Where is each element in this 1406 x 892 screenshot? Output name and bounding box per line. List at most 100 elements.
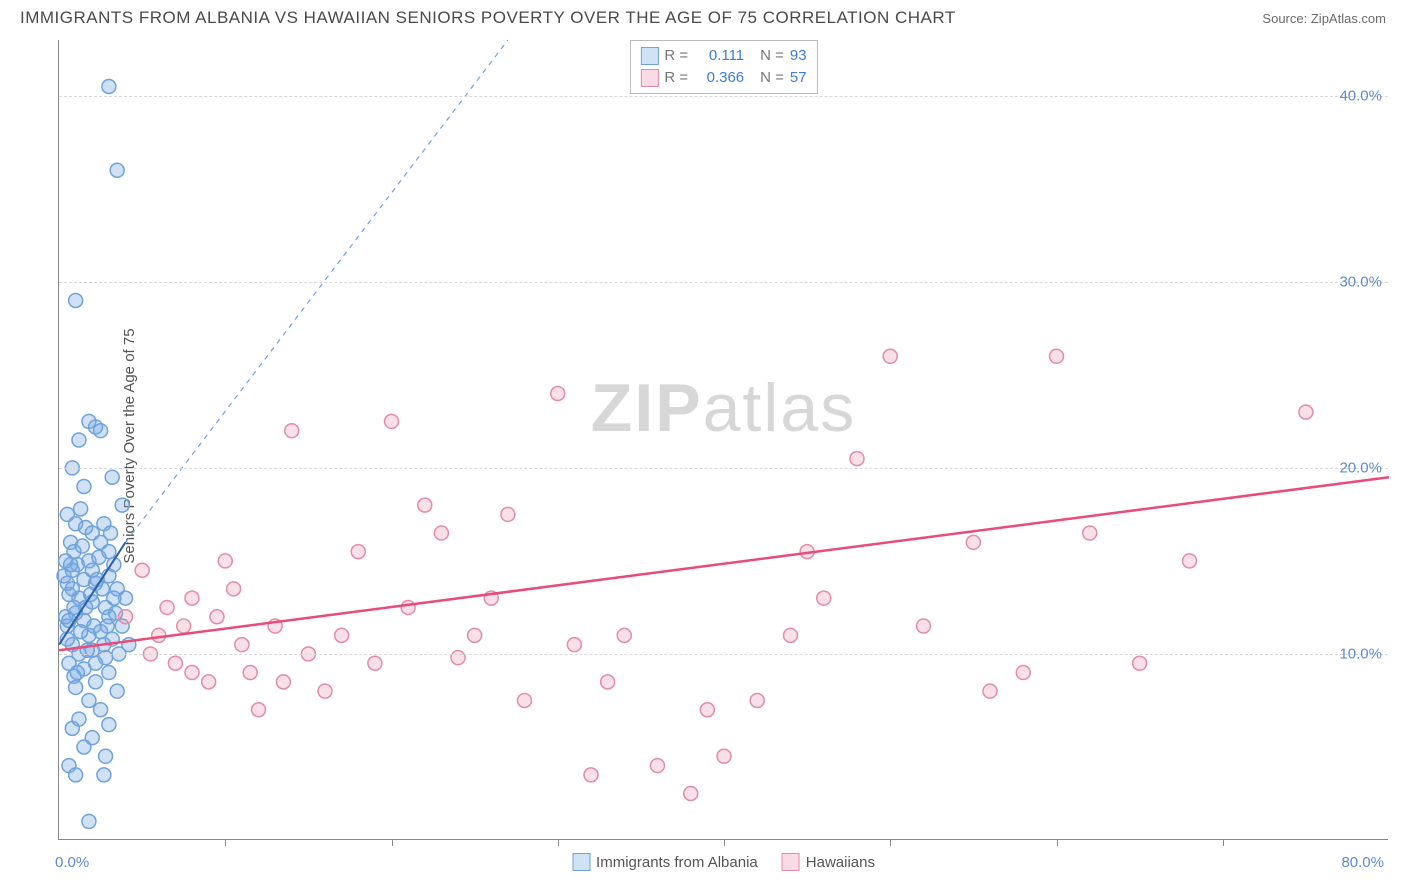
data-point bbox=[185, 666, 199, 680]
data-point bbox=[276, 675, 290, 689]
data-point bbox=[75, 539, 89, 553]
data-point bbox=[966, 535, 980, 549]
data-point bbox=[94, 424, 108, 438]
data-point bbox=[468, 628, 482, 642]
data-point bbox=[235, 638, 249, 652]
data-point bbox=[65, 582, 79, 596]
x-tick bbox=[890, 839, 891, 846]
data-point bbox=[351, 545, 365, 559]
data-point bbox=[110, 163, 124, 177]
data-point bbox=[74, 502, 88, 516]
data-point bbox=[750, 693, 764, 707]
series-legend: Immigrants from Albania Hawaiians bbox=[572, 853, 875, 871]
data-point bbox=[584, 768, 598, 782]
data-point bbox=[119, 610, 133, 624]
legend-item-albania: Immigrants from Albania bbox=[572, 853, 758, 871]
data-point bbox=[252, 703, 266, 717]
data-point bbox=[567, 638, 581, 652]
data-point bbox=[185, 591, 199, 605]
data-point bbox=[202, 675, 216, 689]
data-point bbox=[434, 526, 448, 540]
r-prefix: R = bbox=[664, 45, 688, 67]
data-point bbox=[87, 619, 101, 633]
data-point bbox=[1133, 656, 1147, 670]
data-point bbox=[82, 814, 96, 828]
swatch-albania-bottom bbox=[572, 853, 590, 871]
data-point bbox=[218, 554, 232, 568]
x-tick bbox=[1057, 839, 1058, 846]
data-point bbox=[168, 656, 182, 670]
x-tick-end: 80.0% bbox=[1341, 854, 1384, 871]
data-point bbox=[177, 619, 191, 633]
source-label: Source: bbox=[1262, 11, 1307, 26]
data-point bbox=[983, 684, 997, 698]
source-name: ZipAtlas.com bbox=[1311, 11, 1386, 26]
gridline bbox=[59, 96, 1388, 97]
y-tick-label: 20.0% bbox=[1339, 459, 1382, 476]
plot-area: R = 0.111 N = 93 R = 0.366 N = 57 ZIPatl… bbox=[58, 40, 1388, 840]
data-point bbox=[64, 558, 78, 572]
legend-row-hawaiians: R = 0.366 N = 57 bbox=[640, 67, 806, 89]
data-point bbox=[72, 433, 86, 447]
data-point bbox=[418, 498, 432, 512]
correlation-legend: R = 0.111 N = 93 R = 0.366 N = 57 bbox=[629, 40, 817, 94]
chart-header: IMMIGRANTS FROM ALBANIA VS HAWAIIAN SENI… bbox=[0, 0, 1406, 32]
y-tick-label: 30.0% bbox=[1339, 273, 1382, 290]
series-name-hawaiians: Hawaiians bbox=[806, 854, 875, 871]
swatch-hawaiians-bottom bbox=[782, 853, 800, 871]
data-point bbox=[917, 619, 931, 633]
data-point bbox=[77, 740, 91, 754]
swatch-hawaiians bbox=[640, 69, 658, 87]
n-prefix: N = bbox=[760, 45, 784, 67]
data-point bbox=[65, 721, 79, 735]
data-point bbox=[1183, 554, 1197, 568]
legend-row-albania: R = 0.111 N = 93 bbox=[640, 45, 806, 67]
data-point bbox=[318, 684, 332, 698]
data-point bbox=[883, 349, 897, 363]
data-point bbox=[102, 666, 116, 680]
data-point bbox=[617, 628, 631, 642]
chart-title: IMMIGRANTS FROM ALBANIA VS HAWAIIAN SENI… bbox=[20, 8, 956, 28]
data-point bbox=[102, 80, 116, 94]
x-tick bbox=[225, 839, 226, 846]
data-point bbox=[518, 693, 532, 707]
swatch-albania bbox=[640, 47, 658, 65]
data-point bbox=[285, 424, 299, 438]
data-point bbox=[401, 600, 415, 614]
data-point bbox=[817, 591, 831, 605]
data-point bbox=[335, 628, 349, 642]
data-point bbox=[110, 684, 124, 698]
x-tick bbox=[1223, 839, 1224, 846]
data-point bbox=[105, 470, 119, 484]
x-tick bbox=[392, 839, 393, 846]
data-point bbox=[1083, 526, 1097, 540]
data-point bbox=[89, 675, 103, 689]
data-point bbox=[97, 768, 111, 782]
x-tick bbox=[724, 839, 725, 846]
y-tick-label: 10.0% bbox=[1339, 645, 1382, 662]
scatter-svg bbox=[59, 40, 1388, 839]
chart-source: Source: ZipAtlas.com bbox=[1262, 11, 1386, 26]
data-point bbox=[1016, 666, 1030, 680]
data-point bbox=[1299, 405, 1313, 419]
r-value-hawaiians: 0.366 bbox=[694, 67, 744, 89]
data-point bbox=[70, 666, 84, 680]
data-point bbox=[368, 656, 382, 670]
data-point bbox=[89, 656, 103, 670]
data-point bbox=[451, 651, 465, 665]
r-value-albania: 0.111 bbox=[694, 45, 744, 67]
data-point bbox=[160, 600, 174, 614]
data-point bbox=[79, 520, 93, 534]
gridline bbox=[59, 282, 1388, 283]
data-point bbox=[107, 591, 121, 605]
data-point bbox=[104, 526, 118, 540]
data-point bbox=[69, 768, 83, 782]
n-value-hawaiians: 57 bbox=[790, 67, 807, 89]
data-point bbox=[99, 749, 113, 763]
y-tick-label: 40.0% bbox=[1339, 87, 1382, 104]
data-point bbox=[243, 666, 257, 680]
data-point bbox=[684, 786, 698, 800]
n-prefix2: N = bbox=[760, 67, 784, 89]
data-point bbox=[69, 293, 83, 307]
data-point bbox=[69, 680, 83, 694]
